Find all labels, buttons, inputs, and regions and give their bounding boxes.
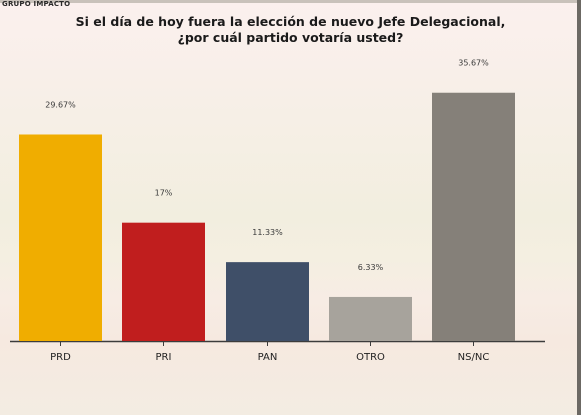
bar-nsnc — [432, 92, 515, 341]
chart-title-line-2: ¿por cuál partido votaría usted? — [177, 30, 404, 45]
category-label: OTRO — [356, 352, 385, 363]
top-frame-line — [0, 0, 581, 3]
value-label: 6.33% — [358, 263, 384, 272]
value-label: 11.33% — [252, 228, 283, 237]
category-label: PRI — [156, 352, 172, 363]
chart-title: Si el día de hoy fuera la elección de nu… — [0, 14, 581, 46]
bar-pri — [122, 222, 205, 341]
bar-prd — [19, 134, 102, 341]
chart-title-line-1: Si el día de hoy fuera la elección de nu… — [75, 14, 506, 29]
category-label: NS/NC — [458, 352, 490, 363]
value-label: 35.67% — [458, 59, 489, 68]
category-label: PRD — [50, 352, 71, 363]
brand-logo-text: GRUPO IMPACTO — [2, 0, 71, 8]
value-label: 29.67% — [45, 100, 76, 109]
right-frame-edge — [577, 0, 581, 415]
category-label: PAN — [258, 352, 278, 363]
value-label: 17% — [155, 189, 173, 198]
bar-otro — [329, 296, 412, 341]
bar-pan — [226, 262, 309, 341]
